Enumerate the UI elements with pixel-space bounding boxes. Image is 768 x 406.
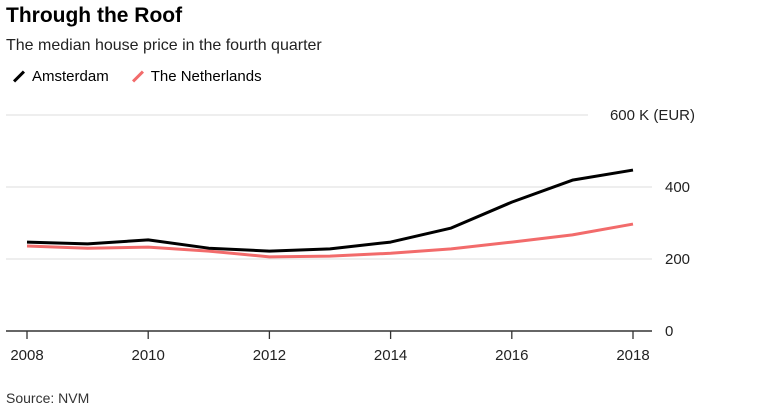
x-tick-label: 2010 <box>132 347 165 364</box>
chart-title: Through the Roof <box>6 4 183 27</box>
line-chart: 0 200 400 600 K (EUR) 2008 2010 2012 2014 2016 20… <box>6 107 695 364</box>
y-tick-label: 400 <box>665 179 690 196</box>
series-line-amsterdam <box>26 168 634 253</box>
legend-item-amsterdam: Amsterdam <box>12 68 109 85</box>
legend-swatch <box>12 70 26 83</box>
y-tick-label: 0 <box>665 323 673 340</box>
x-tick-label: 2014 <box>374 347 407 364</box>
series-line-the-netherlands <box>26 222 634 259</box>
y-tick-label: 600 K (EUR) <box>610 107 695 124</box>
legend-label: The Netherlands <box>150 68 262 85</box>
source-note: Source: NVM <box>6 390 90 406</box>
legend-label: Amsterdam <box>32 68 109 85</box>
x-tick-label: 2016 <box>495 347 528 364</box>
legend-swatch <box>131 70 144 83</box>
x-tick-label: 2018 <box>616 347 649 364</box>
chart-subtitle: The median house price in the fourth qua… <box>6 37 322 54</box>
y-tick-label: 200 <box>665 251 690 268</box>
legend: Amsterdam The Netherlands <box>12 68 262 85</box>
x-tick-label: 2012 <box>253 347 286 364</box>
x-tick-label: 2008 <box>10 347 43 364</box>
legend-item-netherlands: The Netherlands <box>131 68 262 85</box>
